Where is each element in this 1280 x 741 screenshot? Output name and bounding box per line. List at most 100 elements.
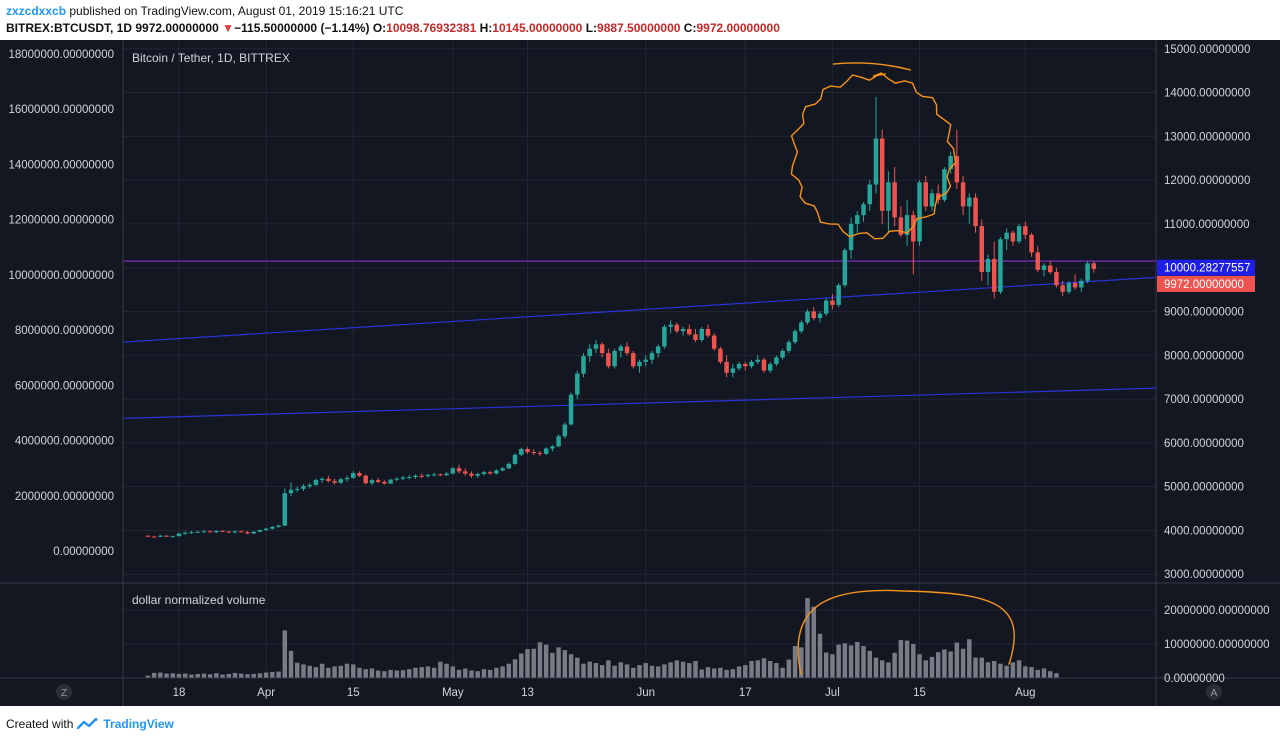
candle[interactable] xyxy=(469,471,474,478)
auto-scale-button-label[interactable]: A xyxy=(1211,688,1218,699)
tradingview-brand[interactable]: TradingView xyxy=(103,717,174,731)
candle[interactable] xyxy=(904,199,910,246)
candle[interactable] xyxy=(220,530,225,533)
candle[interactable] xyxy=(792,329,798,345)
candle[interactable] xyxy=(718,346,723,365)
candle[interactable] xyxy=(767,361,773,373)
candle[interactable] xyxy=(151,535,157,538)
candle[interactable] xyxy=(568,392,574,426)
candle[interactable] xyxy=(456,464,462,474)
candle[interactable] xyxy=(1079,278,1084,292)
candle[interactable] xyxy=(170,535,176,538)
candle[interactable] xyxy=(668,320,673,334)
candle[interactable] xyxy=(948,151,953,174)
candle[interactable] xyxy=(413,474,418,479)
candle[interactable] xyxy=(786,339,792,354)
candle[interactable] xyxy=(942,166,947,203)
candle[interactable] xyxy=(444,471,449,476)
candle[interactable] xyxy=(649,350,655,365)
candle[interactable] xyxy=(1029,232,1034,257)
candle[interactable] xyxy=(400,475,406,481)
candle[interactable] xyxy=(991,241,997,299)
candle[interactable] xyxy=(985,254,991,286)
candle[interactable] xyxy=(164,535,169,538)
candle[interactable] xyxy=(599,342,605,358)
candle[interactable] xyxy=(332,478,337,485)
candle[interactable] xyxy=(724,355,729,378)
candle[interactable] xyxy=(655,344,661,358)
candle[interactable] xyxy=(375,477,381,484)
candle[interactable] xyxy=(394,477,400,482)
candle[interactable] xyxy=(743,361,748,371)
candle[interactable] xyxy=(543,447,549,456)
candle[interactable] xyxy=(886,171,891,233)
candle[interactable] xyxy=(326,475,331,483)
candle[interactable] xyxy=(226,530,232,534)
candle[interactable] xyxy=(575,370,580,400)
candle[interactable] xyxy=(973,193,978,233)
candle[interactable] xyxy=(867,180,872,211)
candle[interactable] xyxy=(363,474,368,485)
candle[interactable] xyxy=(158,534,163,538)
candle[interactable] xyxy=(494,469,499,475)
candle[interactable] xyxy=(537,450,543,457)
candle[interactable] xyxy=(556,434,561,448)
candle[interactable] xyxy=(799,320,804,334)
candle[interactable] xyxy=(662,324,667,349)
zoom-button-bg[interactable] xyxy=(56,684,72,700)
candle[interactable] xyxy=(214,530,219,534)
candle[interactable] xyxy=(195,530,200,534)
candle[interactable] xyxy=(550,445,555,452)
trend-line[interactable] xyxy=(122,387,1157,419)
candle[interactable] xyxy=(207,530,213,533)
chart-container[interactable]: 15000.00000000 14000.00000000 13000.000000… xyxy=(0,40,1280,706)
candle[interactable] xyxy=(487,470,493,475)
candle[interactable] xyxy=(1041,263,1047,277)
candle[interactable] xyxy=(338,477,344,485)
candle[interactable] xyxy=(998,237,1003,294)
author-link[interactable]: zxzcdxxcb xyxy=(6,4,67,18)
candle[interactable] xyxy=(805,309,810,325)
candle[interactable] xyxy=(257,529,263,533)
candle[interactable] xyxy=(780,348,785,360)
candle[interactable] xyxy=(450,466,456,475)
auto-scale-button[interactable]: A xyxy=(1206,684,1222,700)
candle[interactable] xyxy=(1035,245,1041,273)
candle[interactable] xyxy=(967,193,972,224)
candle[interactable] xyxy=(637,359,642,373)
candle[interactable] xyxy=(1072,274,1078,290)
candle[interactable] xyxy=(823,298,829,316)
candle[interactable] xyxy=(407,474,412,480)
candle[interactable] xyxy=(357,471,362,478)
candle[interactable] xyxy=(674,322,680,334)
candle[interactable] xyxy=(282,488,288,527)
candle[interactable] xyxy=(705,324,711,338)
candle[interactable] xyxy=(817,311,823,323)
candle[interactable] xyxy=(506,462,512,470)
candle[interactable] xyxy=(960,175,966,216)
candle[interactable] xyxy=(238,530,244,533)
candle[interactable] xyxy=(811,307,816,321)
candle[interactable] xyxy=(898,206,904,238)
candle[interactable] xyxy=(923,175,928,211)
candle[interactable] xyxy=(344,475,350,482)
candle[interactable] xyxy=(463,468,468,476)
candle[interactable] xyxy=(730,364,736,378)
candle[interactable] xyxy=(761,357,767,373)
candle[interactable] xyxy=(699,326,704,343)
candle[interactable] xyxy=(861,202,866,222)
candle[interactable] xyxy=(736,361,742,371)
candle[interactable] xyxy=(643,355,648,367)
candle[interactable] xyxy=(245,530,250,534)
candle[interactable] xyxy=(369,478,375,486)
candle[interactable] xyxy=(687,324,692,336)
candle[interactable] xyxy=(313,478,319,486)
candle[interactable] xyxy=(288,482,294,497)
candle[interactable] xyxy=(755,355,760,365)
candle[interactable] xyxy=(830,293,835,310)
candle[interactable] xyxy=(1085,261,1090,284)
candle[interactable] xyxy=(301,484,306,492)
chart-svg[interactable]: 15000.00000000 14000.00000000 13000.000000… xyxy=(0,40,1280,706)
auto-scale-button-bg[interactable] xyxy=(1206,684,1222,700)
candle[interactable] xyxy=(1066,280,1072,294)
